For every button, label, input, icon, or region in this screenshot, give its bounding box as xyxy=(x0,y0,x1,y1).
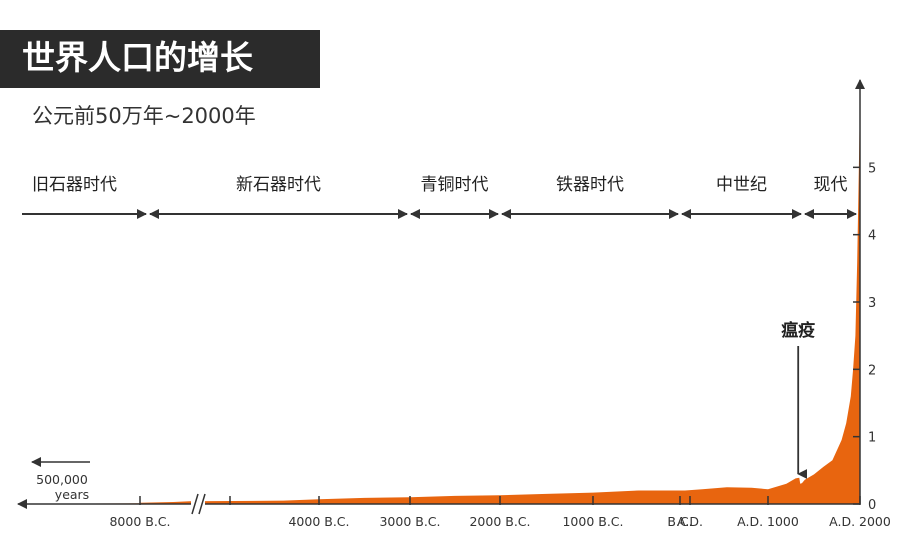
period-1: 旧石器时代 xyxy=(22,175,147,219)
x-tick-label: 1000 B.C. xyxy=(562,514,623,529)
scale-label: 500,000 xyxy=(36,472,88,487)
area-layer xyxy=(22,100,860,504)
y-tick-label: 3 xyxy=(868,296,876,311)
y-tick-label: 2 xyxy=(868,363,876,378)
title-banner: 世界人口的增长 xyxy=(0,30,320,88)
x-tick-label: 8000 B.C. xyxy=(109,514,170,529)
period-label: 青铜时代 xyxy=(421,175,489,195)
period-layer: 旧石器时代 新石器时代 青铜时代 铁器时代 中世纪 现代 xyxy=(22,175,857,219)
period-6: 现代 xyxy=(804,175,857,219)
x-tick-label: A.D. xyxy=(677,514,703,529)
period-4: 铁器时代 xyxy=(501,175,679,219)
chart-subtitle: 公元前50万年~2000年 xyxy=(32,104,256,128)
plague-label: 瘟疫 xyxy=(781,320,815,341)
x-tick-label: B.C. xyxy=(667,514,692,529)
period-label: 现代 xyxy=(814,175,848,195)
period-3: 青铜时代 xyxy=(410,175,499,219)
x-tick-label: A.D. 2000 xyxy=(829,514,891,529)
y-tick-label: 1 xyxy=(868,431,876,446)
period-label: 中世纪 xyxy=(716,175,767,195)
axis-layer: 0 1 2 3 4 5 8000 B.C. 4000 B.C. 3000 B.C. 2000 B.… xyxy=(17,79,891,529)
x-tick-label: 3000 B.C. xyxy=(379,514,440,529)
axis-break xyxy=(191,493,206,515)
period-label: 新石器时代 xyxy=(236,175,321,195)
y-tick-label: 0 xyxy=(868,498,876,513)
period-5: 中世纪 xyxy=(681,175,802,219)
period-label: 旧石器时代 xyxy=(32,175,117,195)
x-tick-label: 2000 B.C. xyxy=(469,514,530,529)
chart-title: 世界人口的增长 xyxy=(22,38,253,77)
period-label: 铁器时代 xyxy=(556,175,624,195)
y-tick-label: 5 xyxy=(868,161,876,176)
annotation-layer: 瘟疫 xyxy=(781,320,815,479)
x-tick-label: 4000 B.C. xyxy=(288,514,349,529)
y-tick-label: 4 xyxy=(868,229,876,244)
scale-label-unit: years xyxy=(55,487,89,502)
population-area xyxy=(22,100,860,504)
x-tick-label: A.D. 1000 xyxy=(737,514,799,529)
period-2: 新石器时代 xyxy=(149,175,408,219)
